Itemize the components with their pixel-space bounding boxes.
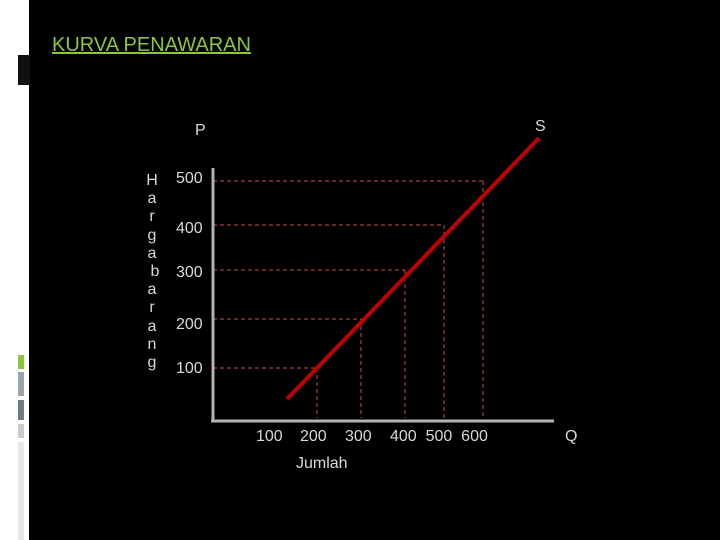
vertical-label-letter: a — [147, 244, 157, 262]
vertical-label-letter: n — [147, 335, 157, 353]
supply-curve-s — [285, 136, 541, 401]
vertical-label-letter: a — [147, 317, 157, 335]
vertical-label-letter: a — [147, 281, 157, 299]
q-axis-label: Q — [565, 428, 578, 445]
vertical-label-letter: g — [147, 226, 157, 244]
x-tick-label: 100 — [256, 428, 283, 445]
vertical-label-letter: r — [149, 299, 155, 317]
decorative-block-dark — [18, 55, 30, 85]
y-tick-label: 400 — [176, 220, 203, 237]
series-label-s: S — [535, 118, 546, 135]
p-axis-label: P — [195, 122, 206, 139]
y-tick-label: 500 — [176, 170, 203, 187]
x-axis-title: Jumlah — [296, 455, 348, 472]
vertical-label-letter: a — [147, 190, 157, 208]
x-tick-label: 300 — [345, 428, 372, 445]
decorative-bar-white — [18, 442, 24, 540]
vertical-label-letter: H — [146, 172, 158, 189]
y-tick-label: 200 — [176, 316, 203, 333]
decorative-bar-green — [18, 355, 24, 369]
decorative-bar-gray-2 — [18, 400, 24, 420]
decorative-bar-gray-1 — [18, 372, 24, 396]
y-tick-label: 100 — [176, 360, 203, 377]
decorative-bar-gray-3 — [18, 424, 24, 438]
slide-title: KURVA PENAWARAN — [52, 34, 251, 56]
vertical-label-letter: r — [149, 208, 155, 226]
vertical-label-letter: g — [147, 354, 157, 372]
vertical-label-letter: b — [150, 263, 160, 281]
x-tick-label: 200 — [300, 428, 327, 445]
y-tick-label: 300 — [176, 264, 203, 281]
x-tick-label: 400 500 600 — [390, 428, 488, 445]
